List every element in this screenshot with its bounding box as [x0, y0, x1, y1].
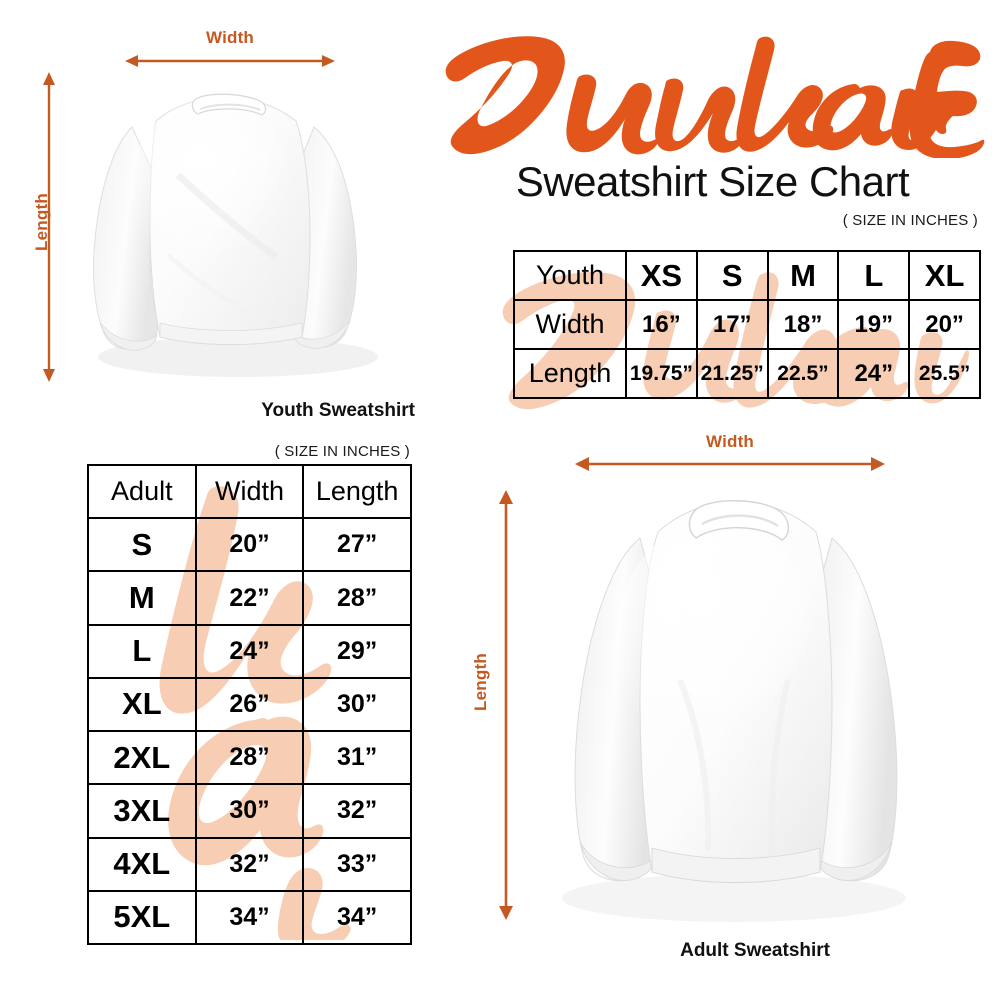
- youth-size-table: Youth XS S M L XL Width 16” 17” 18” 19” …: [513, 250, 981, 399]
- adult-size-m: M: [87, 570, 197, 626]
- table-row: 5XL 34” 34”: [87, 889, 412, 946]
- youth-size-s: S: [695, 250, 769, 301]
- youth-size-xl: XL: [908, 250, 981, 301]
- youth-size-xs: XS: [625, 250, 698, 301]
- adult-width-l: 24”: [194, 623, 305, 679]
- youth-length-xs: 19.75”: [625, 348, 698, 399]
- adult-width-xl: 26”: [194, 676, 305, 733]
- youth-sweatshirt-caption: Youth Sweatshirt: [261, 400, 415, 421]
- table-header-row: Adult Width Length: [87, 463, 412, 520]
- adult-size-2xl: 2XL: [87, 730, 197, 786]
- youth-width-dimension-label: Width: [205, 28, 255, 47]
- youth-width-arrow-icon: [125, 52, 335, 70]
- table-row: Width 16” 17” 18” 19” 20”: [513, 299, 981, 350]
- adult-length-3xl: 32”: [302, 783, 412, 839]
- page-title: Sweatshirt Size Chart: [515, 158, 910, 205]
- adult-width-2xl: 28”: [194, 730, 305, 786]
- youth-width-l: 19”: [837, 299, 911, 350]
- adult-width-3xl: 30”: [194, 783, 305, 839]
- adult-length-5xl: 34”: [302, 889, 412, 946]
- adult-length-dimension-label: Length: [471, 653, 490, 711]
- adult-length-2xl: 31”: [302, 730, 412, 786]
- adult-col-header-length: Length: [302, 463, 412, 520]
- youth-width-s: 17”: [695, 299, 769, 350]
- youth-sweatshirt-image: [60, 65, 410, 395]
- youth-length-l: 24”: [837, 348, 911, 399]
- adult-length-m: 28”: [302, 570, 412, 626]
- table-row: M 22” 28”: [87, 570, 412, 626]
- adult-size-table: Adult Width Length S 20” 27” M 22” 28” L…: [87, 463, 412, 946]
- table-row: 2XL 28” 31”: [87, 730, 412, 786]
- youth-length-s: 21.25”: [695, 348, 769, 399]
- adult-inches-note: ( SIZE IN INCHES ): [274, 443, 410, 460]
- adult-length-4xl: 33”: [302, 836, 412, 892]
- adult-size-l: L: [87, 623, 197, 679]
- youth-row-header: Youth: [513, 250, 627, 301]
- adult-width-s: 20”: [194, 517, 305, 573]
- adult-length-s: 27”: [302, 517, 412, 573]
- youth-size-l: L: [837, 250, 911, 301]
- adult-sweatshirt-caption: Adult Sweatshirt: [680, 940, 830, 961]
- table-row: Youth XS S M L XL: [513, 250, 981, 301]
- youth-length-m: 22.5”: [766, 348, 840, 399]
- adult-size-s: S: [87, 517, 197, 573]
- adult-width-m: 22”: [194, 570, 305, 626]
- table-row: L 24” 29”: [87, 623, 412, 679]
- adult-col-header-width: Width: [194, 463, 305, 520]
- table-row: XL 26” 30”: [87, 676, 412, 733]
- adult-length-arrow-icon: [497, 490, 515, 920]
- adult-size-5xl: 5XL: [87, 889, 197, 946]
- adult-width-4xl: 32”: [194, 836, 305, 892]
- adult-size-4xl: 4XL: [87, 836, 197, 892]
- adult-sweatshirt-image: [520, 480, 950, 935]
- adult-width-5xl: 34”: [194, 889, 305, 946]
- youth-size-m: M: [766, 250, 840, 301]
- adult-length-xl: 30”: [302, 676, 412, 733]
- table-row: 4XL 32” 33”: [87, 836, 412, 892]
- adult-length-l: 29”: [302, 623, 412, 679]
- youth-length-xl: 25.5”: [908, 348, 981, 399]
- youth-width-m: 18”: [766, 299, 840, 350]
- adult-col-header-size: Adult: [87, 463, 197, 520]
- table-row: Length 19.75” 21.25” 22.5” 24” 25.5”: [513, 348, 981, 399]
- adult-width-dimension-label: Width: [705, 432, 755, 451]
- youth-length-row-header: Length: [513, 348, 627, 399]
- adult-size-3xl: 3XL: [87, 783, 197, 839]
- table-row: S 20” 27”: [87, 517, 412, 573]
- youth-width-xs: 16”: [625, 299, 698, 350]
- adult-width-arrow-icon: [575, 455, 885, 473]
- youth-inches-note: ( SIZE IN INCHES ): [842, 212, 978, 229]
- youth-length-arrow-icon: [40, 72, 58, 382]
- youth-width-row-header: Width: [513, 299, 627, 350]
- table-row: 3XL 30” 32”: [87, 783, 412, 839]
- adult-size-xl: XL: [87, 676, 197, 733]
- youth-width-xl: 20”: [908, 299, 981, 350]
- brand-logo: [440, 28, 985, 158]
